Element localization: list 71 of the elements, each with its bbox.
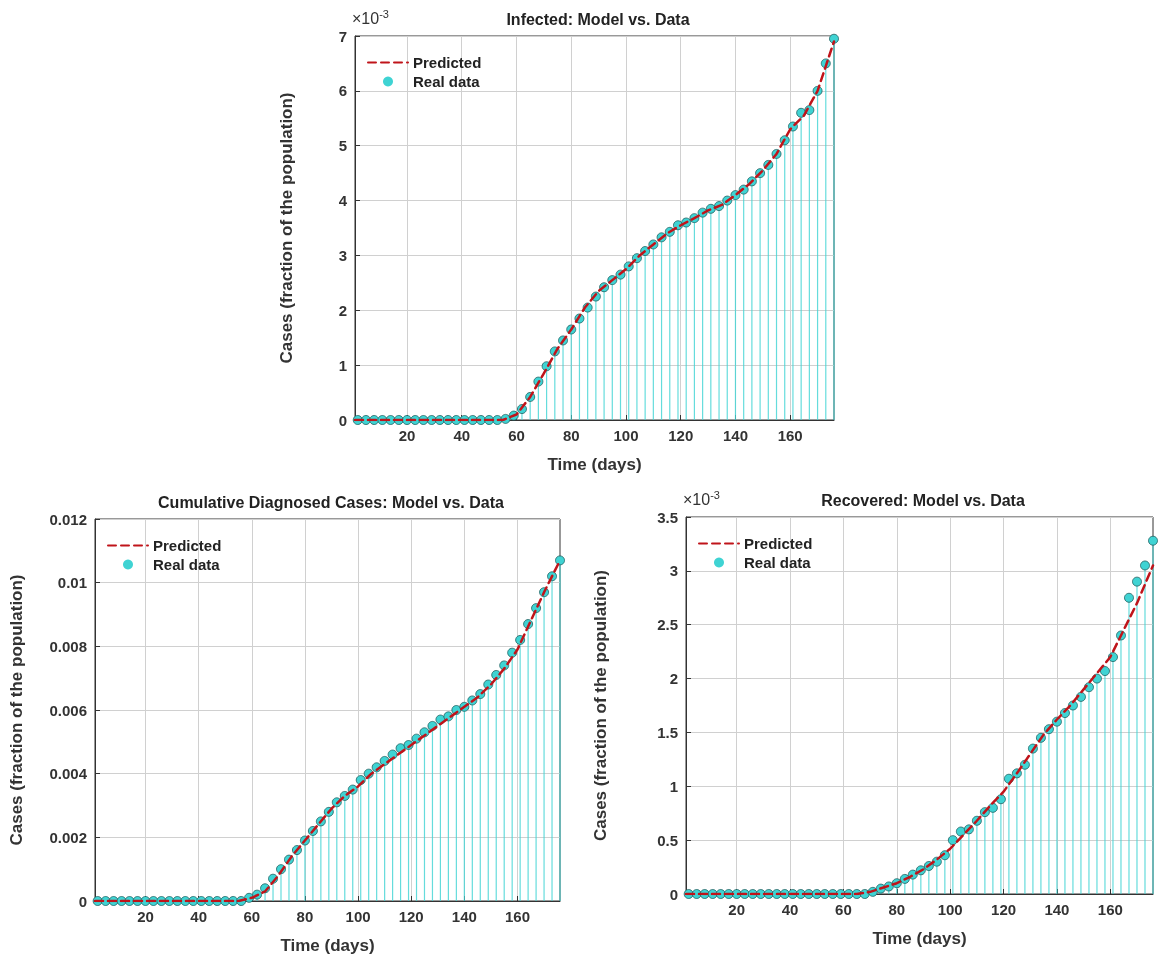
chart-title: Recovered: Model vs. Data <box>821 491 1025 509</box>
legend-label: Real data <box>153 556 221 573</box>
x-tick-label: 60 <box>508 427 525 444</box>
y-tick-label: 0 <box>338 411 347 429</box>
point <box>1140 560 1150 571</box>
chart-title: Cumulative Diagnosed Cases: Model vs. Data <box>158 493 505 511</box>
x-tick-label: 160 <box>1097 901 1123 918</box>
y-axis-title: Cases (fraction of the population) <box>277 92 296 364</box>
y-tick-label: 5 <box>338 137 347 155</box>
x-tick-label: 60 <box>835 901 852 918</box>
y-tick-label: 2.5 <box>657 616 678 634</box>
x-tick-label: 140 <box>451 908 477 925</box>
point <box>829 33 839 44</box>
x-tick-label: 80 <box>296 908 314 925</box>
y-tick-label: 1 <box>669 777 678 795</box>
y-tick-label: 2 <box>669 670 678 688</box>
y-tick-label: 1 <box>338 356 347 374</box>
y-tick-label: 0.012 <box>49 510 87 528</box>
y-tick-label: 0 <box>78 892 87 910</box>
x-tick-label: 40 <box>190 908 207 925</box>
y-axis-title: Cases (fraction of the population) <box>7 574 26 846</box>
legend-label: Real data <box>744 554 812 571</box>
point <box>555 555 565 566</box>
x-tick-label: 20 <box>398 427 416 444</box>
x-tick-label: 140 <box>1044 901 1070 918</box>
y-tick-label: 0.004 <box>49 765 88 783</box>
y-tick-label: 3 <box>338 246 347 264</box>
x-tick-label: 120 <box>668 427 694 444</box>
x-tick-label: 120 <box>398 908 424 925</box>
x-tick-label: 160 <box>504 908 530 925</box>
point <box>1148 535 1158 546</box>
y-tick-label: 0.008 <box>49 637 87 655</box>
x-tick-label: 100 <box>345 908 371 925</box>
legend-label: Predicted <box>744 535 813 552</box>
y-tick-label: 7 <box>338 27 347 45</box>
y-tick-label: 2 <box>338 301 347 319</box>
x-tick-label: 120 <box>991 901 1017 918</box>
y-tick-label: 3.5 <box>657 508 678 526</box>
x-tick-label: 80 <box>888 901 906 918</box>
x-tick-label: 160 <box>777 427 803 444</box>
y-tick-label: 1.5 <box>657 723 678 741</box>
y-tick-label: 0 <box>669 885 678 903</box>
x-tick-label: 40 <box>453 427 471 444</box>
y-tick-label: 0.01 <box>57 574 87 592</box>
legend-label: Real data <box>413 73 481 90</box>
y-tick-label: 6 <box>338 82 347 100</box>
x-tick-label: 80 <box>562 427 580 444</box>
y-tick-label: 0.002 <box>49 828 87 846</box>
y-tick-label: 3 <box>669 562 678 580</box>
point <box>1100 666 1110 676</box>
x-tick-label: 20 <box>728 901 746 918</box>
x-tick-label: 140 <box>722 427 748 444</box>
legend-label: Predicted <box>413 54 482 71</box>
y-tick-label: 0.5 <box>657 831 678 849</box>
y-axis-title: Cases (fraction of the population) <box>591 569 610 842</box>
point <box>947 835 958 846</box>
x-tick-label: 40 <box>781 901 799 918</box>
chart-title: Infected: Model vs. Data <box>506 10 690 28</box>
x-tick-label: 20 <box>137 908 154 925</box>
x-axis-title: Time (days) <box>547 455 642 474</box>
point <box>1124 592 1134 603</box>
x-tick-label: 60 <box>243 908 261 925</box>
legend-label: Predicted <box>153 537 222 554</box>
y-tick-label: 4 <box>338 192 348 210</box>
x-axis-title: Time (days) <box>280 936 375 955</box>
x-tick-label: 100 <box>937 901 963 918</box>
y-tick-label: 0.006 <box>49 701 87 719</box>
x-axis-title: Time (days) <box>872 929 967 948</box>
x-tick-label: 100 <box>613 427 639 444</box>
point <box>955 826 966 837</box>
point <box>1132 576 1142 587</box>
